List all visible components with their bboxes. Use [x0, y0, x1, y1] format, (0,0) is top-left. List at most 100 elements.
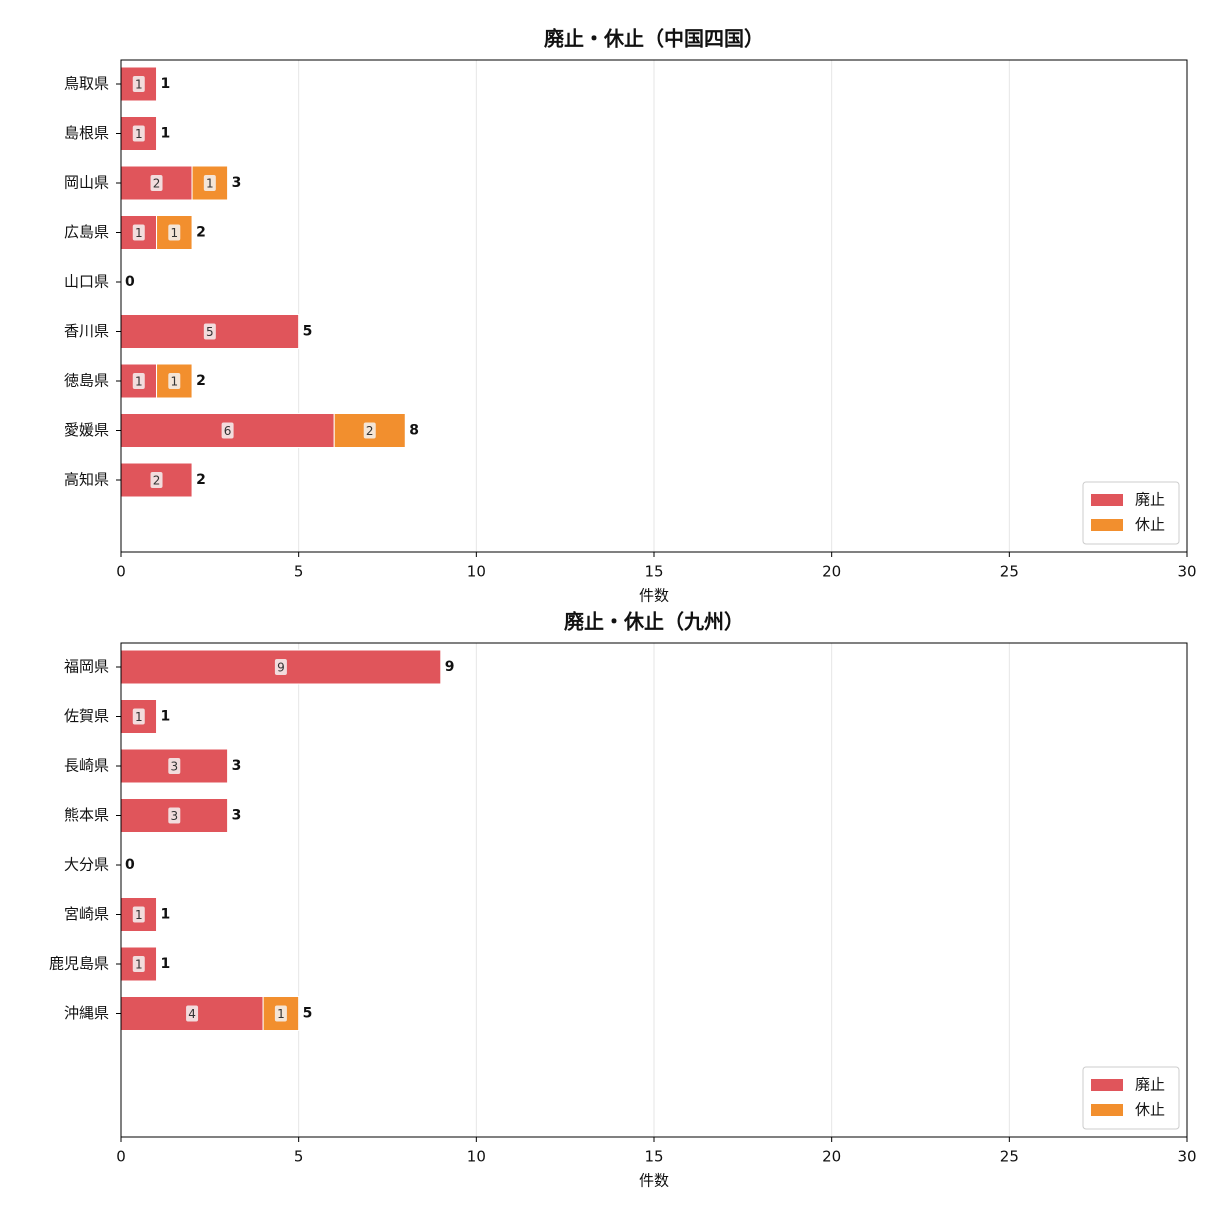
- total-label: 5: [303, 1006, 313, 1022]
- x-tick-label: 25: [1000, 1148, 1019, 1166]
- y-tick-label: 鳥取県: [64, 75, 109, 93]
- segment-label-box: [132, 76, 145, 92]
- y-tick-label: 佐賀県: [64, 707, 109, 725]
- chart-title: 廃止・休止（九州）: [564, 610, 744, 634]
- y-tick-label: 高知県: [64, 471, 109, 489]
- segment-label-box: [132, 906, 145, 923]
- chart-title: 廃止・休止（中国四国）: [544, 27, 764, 51]
- total-label: 0: [125, 274, 135, 290]
- y-tick-label: 徳島県: [64, 372, 109, 390]
- segment-label-box: [203, 323, 216, 340]
- segment-label: 1: [135, 226, 143, 240]
- y-tick-label: 島根県: [64, 124, 109, 142]
- segment-label-box: [132, 708, 145, 725]
- y-tick-label: 鹿児島県: [49, 955, 109, 973]
- x-tick-label: 20: [822, 563, 841, 581]
- segment-label-box: [168, 373, 181, 389]
- segment-label: 1: [206, 177, 214, 191]
- segment-label: 1: [135, 78, 143, 92]
- x-tick-label: 5: [294, 1148, 304, 1166]
- segment-label-box: [274, 659, 287, 675]
- legend-label: 廃止: [1135, 1076, 1165, 1094]
- y-tick-label: 宮崎県: [64, 905, 109, 923]
- x-tick-label: 10: [467, 563, 486, 581]
- legend-swatch: [1091, 519, 1123, 531]
- total-label: 2: [196, 472, 206, 488]
- x-tick-label: 20: [822, 1148, 841, 1166]
- x-axis-label: 件数: [639, 587, 669, 605]
- total-label: 3: [232, 808, 242, 824]
- segment-label-box: [186, 1005, 199, 1022]
- y-tick-label: 大分県: [64, 856, 109, 874]
- x-tick-label: 0: [116, 563, 126, 581]
- segment-label: 1: [135, 908, 143, 922]
- segment-label-box: [132, 125, 145, 142]
- x-tick-label: 25: [1000, 563, 1019, 581]
- x-tick-label: 5: [294, 563, 304, 581]
- segment-label: 1: [135, 710, 143, 724]
- segment-label-box: [132, 224, 145, 241]
- segment-label: 4: [188, 1007, 196, 1021]
- axes-frame: [120, 59, 1188, 553]
- total-label: 9: [445, 659, 455, 675]
- total-label: 2: [196, 373, 206, 389]
- total-label: 1: [161, 76, 171, 92]
- segment-label: 1: [135, 958, 143, 972]
- segment-label-box: [168, 224, 181, 241]
- legend-label: 休止: [1135, 1101, 1165, 1119]
- segment-label: 1: [135, 127, 143, 141]
- y-tick-label: 熊本県: [64, 806, 109, 824]
- legend-swatch: [1091, 494, 1123, 506]
- segment-label: 3: [170, 760, 178, 774]
- total-label: 1: [161, 126, 171, 142]
- segment-label-box: [363, 422, 376, 439]
- segment-label-box: [168, 758, 181, 774]
- total-label: 2: [196, 225, 206, 241]
- total-label: 8: [409, 423, 419, 439]
- y-tick-label: 山口県: [64, 273, 109, 291]
- segment-label: 1: [170, 226, 178, 240]
- segment-label: 6: [224, 424, 232, 438]
- segment-label: 2: [153, 177, 161, 191]
- total-label: 1: [161, 907, 171, 923]
- total-label: 1: [161, 956, 171, 972]
- y-tick-label: 香川県: [64, 322, 109, 340]
- total-label: 5: [303, 324, 313, 340]
- segment-label-box: [221, 422, 234, 439]
- y-tick-label: 長崎県: [64, 757, 109, 775]
- segment-label: 2: [153, 474, 161, 488]
- segment-label-box: [132, 956, 145, 972]
- y-tick-label: 沖縄県: [64, 1004, 109, 1022]
- y-tick-label: 愛媛県: [64, 421, 109, 439]
- legend-label: 休止: [1135, 516, 1165, 534]
- y-tick-label: 福岡県: [64, 658, 109, 676]
- total-label: 3: [232, 758, 242, 774]
- legend-swatch: [1091, 1079, 1123, 1091]
- bar-segment: [120, 946, 158, 982]
- segment-label-box: [168, 807, 181, 824]
- segment-label-box: [150, 175, 163, 191]
- x-tick-label: 30: [1177, 1148, 1196, 1166]
- segment-label-box: [274, 1005, 287, 1022]
- x-tick-label: 0: [116, 1148, 126, 1166]
- segment-label: 9: [277, 661, 285, 675]
- x-axis-label: 件数: [639, 1172, 669, 1190]
- segment-label: 1: [170, 375, 178, 389]
- x-tick-label: 10: [467, 1148, 486, 1166]
- y-tick-label: 広島県: [64, 223, 109, 241]
- axes-frame: [120, 642, 1188, 1138]
- segment-label: 2: [366, 424, 374, 438]
- y-tick-label: 岡山県: [64, 174, 109, 192]
- segment-label: 3: [170, 809, 178, 823]
- segment-label-box: [132, 373, 145, 389]
- bar-segment: [156, 363, 193, 399]
- legend-label: 廃止: [1135, 491, 1165, 509]
- x-tick-label: 30: [1177, 563, 1196, 581]
- segment-label-box: [203, 175, 216, 191]
- total-label: 0: [125, 857, 135, 873]
- total-label: 1: [161, 709, 171, 725]
- segment-label-box: [150, 472, 163, 488]
- x-tick-label: 15: [644, 563, 663, 581]
